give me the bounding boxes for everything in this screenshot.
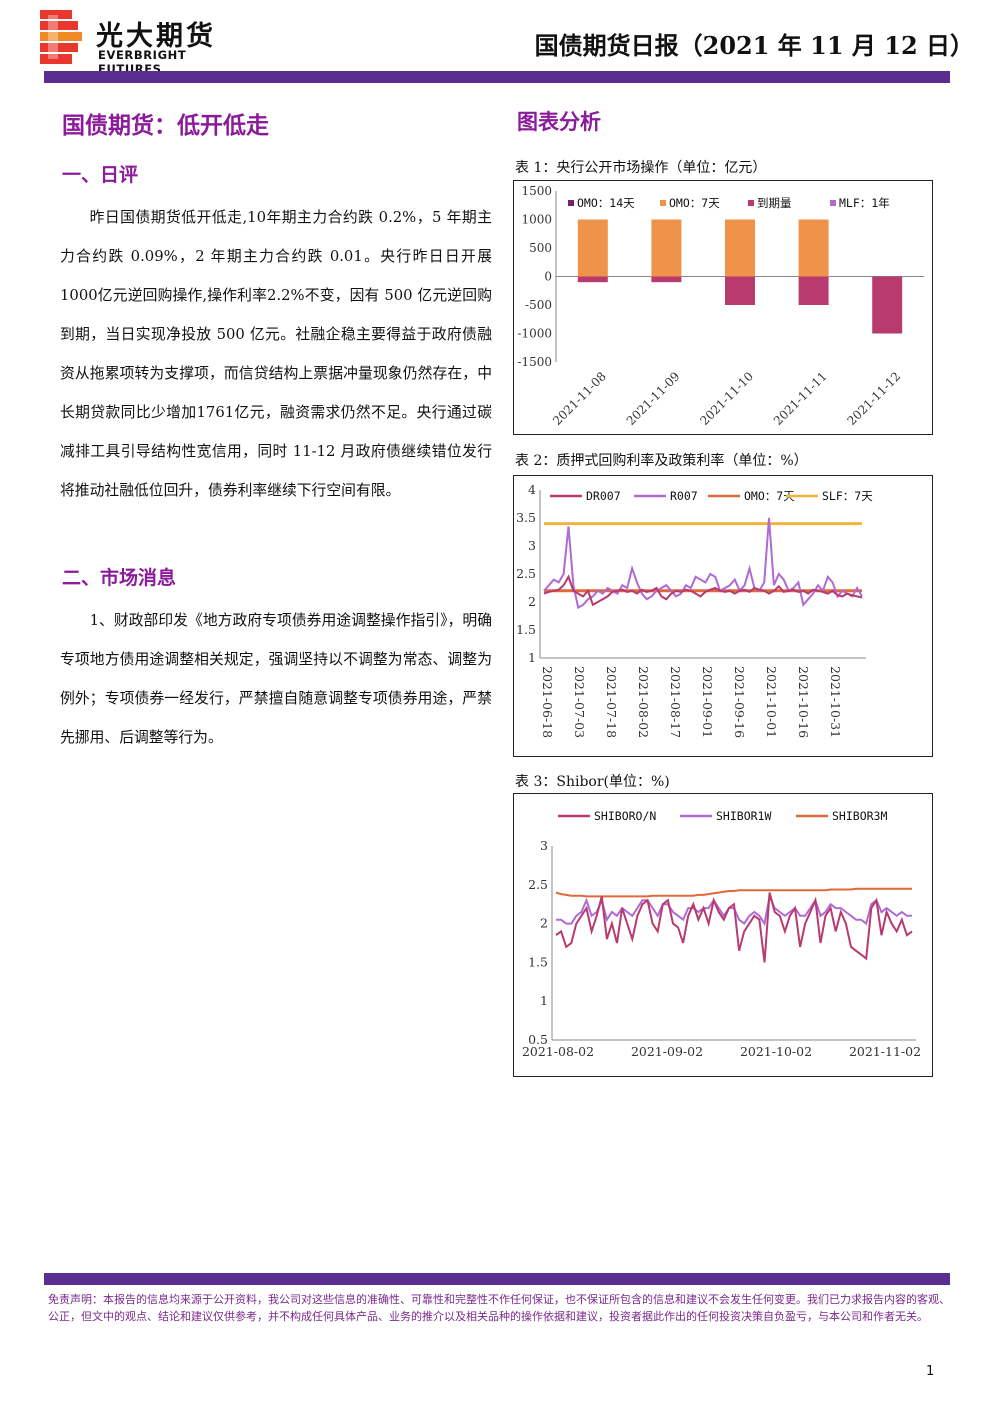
chart2-caption: 表 2：质押式回购利率及政策利率（单位：%）	[515, 453, 808, 469]
market-news-paragraph: 1、财政部印发《地方政府专项债券用途调整操作指引》，明确专项地方债用途调整相关规…	[60, 612, 492, 746]
section-heading-market-news: 二、市场消息	[62, 567, 177, 589]
disclaimer-text: 免责声明：本报告的信息均来源于公开资料，我公司对这些信息的准确性、可靠性和完整性…	[48, 1293, 950, 1323]
legend-label: R007	[670, 489, 698, 503]
x-tick-label: 2021-10-31	[828, 666, 843, 738]
company-logo: 光大期货 EVERBRIGHT FUTURES	[40, 10, 250, 76]
y-tick-label: 3	[528, 538, 536, 553]
y-tick-label: 2	[528, 594, 536, 609]
bar	[651, 219, 682, 277]
y-tick-label: 0.5	[528, 1032, 548, 1047]
x-tick-label: 2021-06-18	[540, 666, 555, 738]
y-tick-label: -1000	[517, 327, 552, 341]
legend-swatch	[748, 200, 754, 206]
legend-swatch	[830, 200, 836, 206]
everbright-logo-icon	[40, 10, 82, 64]
x-tick-label: 2021-07-03	[572, 666, 587, 738]
y-tick-label: 1000	[521, 213, 552, 227]
section-heading-daily-review: 一、日评	[62, 164, 139, 186]
repo-policy-rate-chart: 4 3.5 3 2.5 2 1.5 1 2021-06-18 2021-07-03 2021-07…	[516, 482, 873, 738]
bar	[798, 276, 829, 305]
bar	[872, 276, 903, 334]
y-tick-label: 3	[540, 838, 548, 853]
daily-review-paragraph: 昨日国债期货低开低走,10年期主力合约跌 0.2%，5 年期主力合约跌 0.09…	[60, 209, 492, 499]
chart2-container: 4 3.5 3 2.5 2 1.5 1 2021-06-18 2021-07-03 2021-07…	[513, 475, 933, 757]
x-tick-label: 2021-09-01	[700, 666, 715, 738]
chart3-container: 3 2.5 2 1.5 1 0.5 2021-08-02 2021-09-02 2021-10-…	[513, 793, 933, 1077]
chart1-container: 1500 1000 500 0 -500 -1000 -1500 2021-11-08 2021…	[513, 180, 933, 435]
legend-label: SHIBOR3M	[832, 809, 887, 823]
x-tick-label: 2021-09-16	[732, 666, 747, 738]
x-tick-label: 2021-11-12	[844, 369, 903, 428]
bar	[725, 219, 755, 277]
y-tick-label: 3.5	[516, 510, 536, 525]
legend-label: SHIBOR1W	[716, 809, 771, 823]
series-line	[555, 892, 913, 963]
header-divider-bar	[44, 71, 950, 83]
y-tick-label: -500	[525, 298, 552, 312]
footer-divider-bar	[44, 1273, 950, 1285]
x-tick-label: 2021-11-10	[697, 369, 756, 428]
x-tick-label: 2021-09-02	[631, 1044, 703, 1059]
legend-label: 到期量	[757, 196, 792, 210]
x-tick-label: 2021-10-01	[764, 666, 779, 738]
legend-label: SHIBORO/N	[594, 809, 656, 823]
chart-analysis-heading: 图表分析	[517, 109, 601, 134]
legend-label: DR007	[586, 489, 621, 503]
x-tick-label: 2021-10-02	[740, 1044, 812, 1059]
main-heading: 国债期货：低开低走	[62, 112, 269, 139]
x-tick-label: 2021-07-18	[604, 666, 619, 738]
y-tick-label: -1500	[517, 355, 552, 369]
legend-label: OMO：7天	[669, 196, 720, 210]
x-tick-label: 2021-11-02	[849, 1044, 921, 1059]
y-tick-label: 500	[529, 241, 552, 255]
y-tick-label: 2	[540, 916, 548, 931]
legend-label: SLF：7天	[822, 489, 873, 503]
bar	[577, 219, 608, 277]
chart1-caption: 表 1：央行公开市场操作（单位：亿元）	[515, 160, 767, 176]
x-tick-label: 2021-11-08	[550, 369, 609, 428]
y-tick-label: 1	[528, 650, 536, 665]
x-tick-label: 2021-08-17	[668, 666, 683, 738]
series-line	[543, 517, 863, 610]
legend-label: OMO：14天	[577, 196, 635, 210]
legend-label: OMO：7天	[744, 489, 795, 503]
report-title: 国债期货日报（2021 年 11 月 12 日）	[534, 31, 974, 60]
x-tick-label: 2021-11-09	[624, 369, 683, 428]
logo-chinese-name: 光大期货	[96, 21, 216, 52]
y-tick-label: 1	[540, 993, 548, 1008]
x-tick-label: 2021-11-11	[771, 369, 830, 428]
legend-swatch	[568, 200, 574, 206]
legend-swatch	[660, 200, 666, 206]
bar	[725, 276, 755, 305]
y-tick-label: 1500	[521, 184, 552, 198]
y-tick-label: 1.5	[516, 622, 536, 637]
x-tick-label: 2021-10-16	[796, 666, 811, 738]
x-tick-label: 2021-08-02	[636, 666, 651, 738]
bar	[577, 276, 608, 283]
chart3-caption: 表 3：Shibor(单位：%)	[515, 774, 670, 790]
page-number: 1	[926, 1364, 935, 1379]
y-tick-label: 1.5	[528, 954, 548, 969]
series-line	[555, 887, 912, 898]
bar	[798, 219, 829, 277]
y-tick-label: 2.5	[516, 566, 536, 581]
legend-label: MLF：1年	[839, 196, 890, 210]
bar	[651, 276, 682, 283]
y-tick-label: 0	[544, 270, 552, 284]
series-line	[543, 574, 863, 607]
y-tick-label: 2.5	[528, 877, 548, 892]
x-tick-label: 2021-08-02	[522, 1044, 594, 1059]
y-tick-label: 4	[528, 482, 536, 497]
